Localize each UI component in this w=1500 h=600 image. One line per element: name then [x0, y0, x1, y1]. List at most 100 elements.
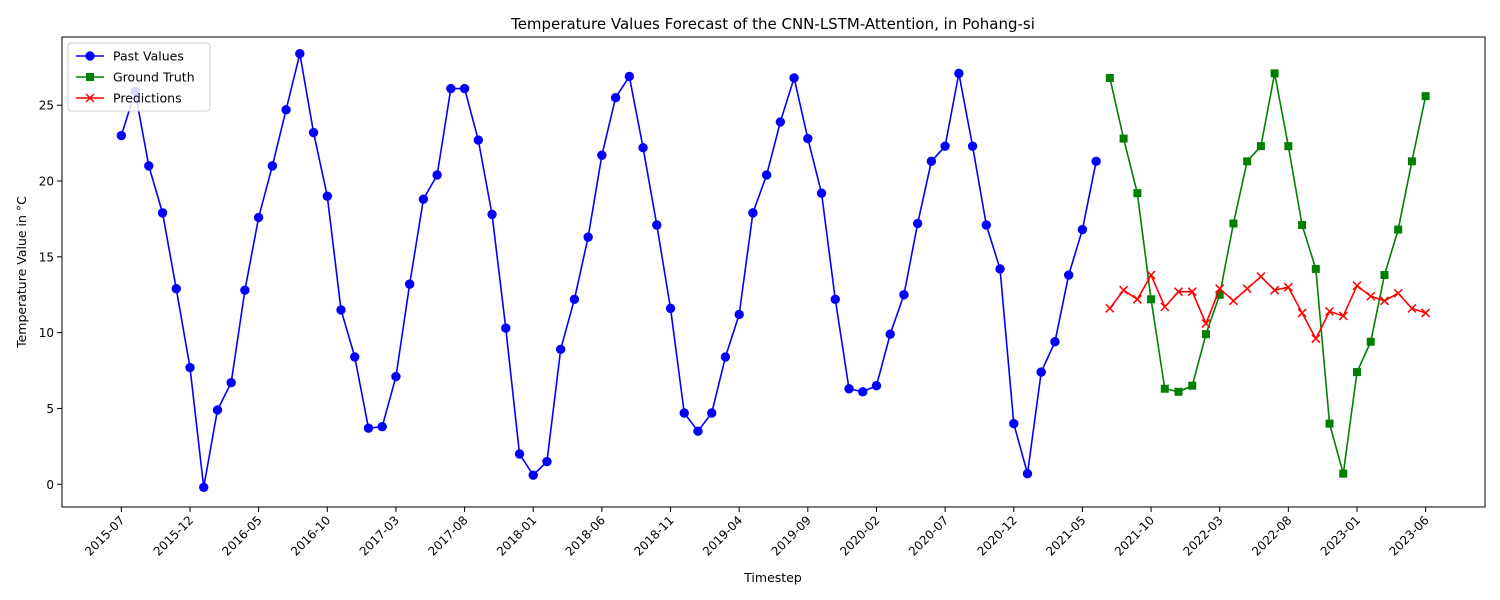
data-point-ground-truth — [1119, 134, 1128, 143]
data-point-past-values — [652, 220, 662, 230]
data-point-predictions — [1297, 308, 1307, 318]
data-point-past-values — [144, 161, 154, 171]
data-point-ground-truth — [1188, 381, 1197, 390]
data-point-past-values — [954, 68, 964, 79]
data-point-past-values — [1009, 418, 1019, 429]
data-point-past-values — [569, 294, 580, 304]
data-point-predictions — [1201, 319, 1211, 329]
data-point-predictions — [1119, 285, 1129, 295]
data-point-predictions — [1421, 308, 1431, 318]
data-point-past-values — [871, 381, 882, 391]
data-point-past-values — [199, 482, 209, 492]
data-point-ground-truth — [1407, 157, 1416, 166]
data-point-past-values — [212, 405, 223, 415]
legend-swatch-marker — [86, 73, 94, 81]
data-point-ground-truth — [1284, 142, 1293, 151]
data-point-ground-truth — [1353, 368, 1362, 377]
series-ground-truth — [1105, 69, 1430, 478]
data-point-past-values — [514, 449, 525, 459]
plot-frame — [61, 36, 1486, 508]
data-point-past-values — [267, 161, 278, 171]
data-point-past-values — [1050, 337, 1060, 347]
legend-label: Predictions — [113, 91, 182, 106]
data-point-past-values — [322, 191, 332, 201]
y-tick-label: 25 — [39, 99, 54, 113]
data-point-ground-truth — [1270, 69, 1279, 78]
data-point-past-values — [775, 117, 786, 127]
data-point-past-values — [940, 141, 950, 151]
data-point-ground-truth — [1215, 290, 1224, 299]
data-point-past-values — [459, 83, 470, 94]
data-point-predictions — [1105, 303, 1115, 313]
data-point-past-values — [803, 133, 813, 144]
data-point-past-values — [542, 456, 552, 467]
data-point-past-values — [610, 92, 621, 103]
data-point-ground-truth — [1298, 221, 1307, 229]
data-point-past-values — [171, 283, 181, 294]
data-point-ground-truth — [1325, 419, 1334, 428]
data-point-past-values — [638, 142, 648, 153]
data-point-past-values — [858, 387, 868, 397]
data-point-past-values — [734, 309, 744, 320]
data-point-predictions — [1311, 334, 1321, 344]
data-point-past-values — [1022, 468, 1033, 479]
data-point-ground-truth — [1243, 157, 1252, 166]
data-point-predictions — [1352, 281, 1362, 291]
data-point-predictions — [1215, 284, 1225, 294]
data-point-ground-truth — [1160, 384, 1169, 393]
data-point-ground-truth — [1380, 271, 1389, 280]
series-line-ground-truth — [1109, 72, 1427, 475]
data-point-predictions — [1256, 272, 1266, 282]
data-point-past-values — [981, 220, 992, 230]
data-point-past-values — [679, 408, 689, 418]
data-point-predictions — [1132, 294, 1142, 304]
data-point-past-values — [707, 408, 717, 418]
data-point-past-values — [240, 285, 250, 295]
data-point-past-values — [418, 194, 429, 204]
data-point-predictions — [1270, 285, 1280, 295]
data-point-ground-truth — [1394, 225, 1403, 234]
data-point-past-values — [912, 218, 923, 229]
data-point-past-values — [308, 127, 319, 138]
data-point-predictions — [1283, 282, 1293, 292]
data-point-predictions — [1228, 296, 1238, 306]
data-point-past-values — [281, 105, 291, 115]
legend-swatch-marker — [85, 93, 95, 103]
x-axis-label: Timestep — [743, 570, 802, 585]
legend-label: Ground Truth — [113, 70, 195, 85]
data-point-predictions — [1393, 288, 1403, 298]
data-point-past-values — [404, 279, 415, 289]
data-point-past-values — [253, 212, 264, 223]
data-point-predictions — [1407, 303, 1417, 313]
data-point-past-values — [157, 208, 168, 218]
data-point-ground-truth — [1105, 73, 1114, 82]
data-point-past-values — [899, 290, 909, 300]
series-past-values — [116, 48, 1101, 492]
data-point-past-values — [1091, 156, 1101, 167]
data-point-past-values — [720, 352, 731, 362]
legend-swatch-marker — [85, 51, 95, 61]
y-tick-label: 0 — [46, 478, 54, 492]
y-tick-label: 5 — [46, 402, 54, 416]
data-point-ground-truth — [1421, 92, 1430, 101]
data-point-past-values — [761, 170, 772, 180]
data-point-past-values — [336, 305, 346, 315]
chart-title: Temperature Values Forecast of the CNN-L… — [510, 15, 1035, 33]
data-point-past-values — [583, 232, 593, 242]
data-point-past-values — [501, 323, 511, 333]
data-point-past-values — [185, 362, 195, 373]
data-point-ground-truth — [1366, 337, 1375, 346]
data-point-past-values — [830, 294, 840, 304]
data-point-past-values — [693, 426, 703, 436]
data-point-ground-truth — [1201, 330, 1210, 339]
data-point-past-values — [363, 423, 374, 433]
data-point-ground-truth — [1339, 469, 1348, 478]
legend-box — [67, 42, 211, 112]
data-point-past-values — [844, 384, 854, 394]
data-point-predictions — [1379, 296, 1389, 306]
data-point-past-values — [665, 303, 676, 314]
data-point-past-values — [432, 170, 442, 180]
data-point-predictions — [1242, 284, 1252, 294]
